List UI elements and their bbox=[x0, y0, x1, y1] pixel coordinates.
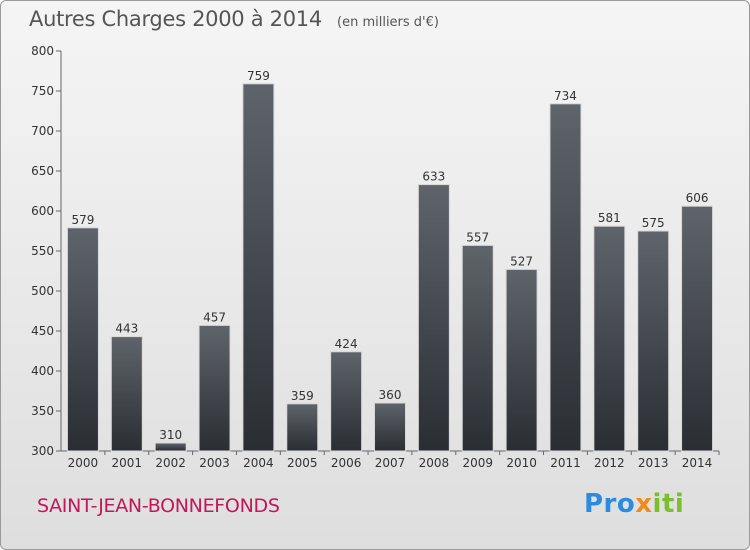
bar bbox=[374, 402, 406, 452]
bar-value-label: 579 bbox=[71, 213, 94, 227]
x-tick-label: 2014 bbox=[682, 456, 713, 470]
bar bbox=[110, 336, 143, 452]
x-tick-label: 2008 bbox=[419, 456, 450, 470]
x-tick-label: 2000 bbox=[68, 456, 99, 470]
x-tick-label: 2006 bbox=[331, 456, 362, 470]
bar bbox=[505, 268, 538, 452]
bar-value-label: 606 bbox=[686, 191, 709, 205]
x-tick-label: 2013 bbox=[638, 456, 669, 470]
proxiti-logo[interactable]: Proxiti bbox=[584, 489, 684, 519]
commune-name: SAINT-JEAN-BONNEFONDS bbox=[37, 495, 280, 517]
logo-part-2: x bbox=[635, 489, 653, 519]
bar bbox=[66, 227, 99, 452]
bar-value-label: 581 bbox=[598, 211, 621, 225]
chart-title: Autres Charges 2000 à 2014 bbox=[29, 7, 322, 31]
y-tick-label: 350 bbox=[31, 404, 54, 418]
bar-value-label: 527 bbox=[510, 254, 533, 268]
bar-value-label: 759 bbox=[247, 69, 270, 83]
x-tick-label: 2009 bbox=[462, 456, 493, 470]
x-tick-label: 2002 bbox=[155, 456, 186, 470]
bar-value-label: 734 bbox=[554, 89, 577, 103]
bar bbox=[681, 205, 714, 452]
y-tick-label: 700 bbox=[31, 124, 54, 138]
bar bbox=[549, 103, 582, 452]
x-tick-label: 2007 bbox=[375, 456, 406, 470]
bar bbox=[461, 244, 494, 452]
bar-value-label: 359 bbox=[291, 389, 314, 403]
y-tick-label: 750 bbox=[31, 84, 54, 98]
bar-value-label: 457 bbox=[203, 310, 226, 324]
bar bbox=[417, 184, 450, 452]
bar-value-label: 443 bbox=[115, 322, 138, 336]
bar-value-label: 557 bbox=[466, 230, 489, 244]
x-tick-label: 2003 bbox=[199, 456, 230, 470]
bar-value-label: 310 bbox=[159, 428, 182, 442]
bar-value-label: 575 bbox=[642, 216, 665, 230]
logo-part-3: iti bbox=[652, 489, 685, 519]
y-tick-label: 450 bbox=[31, 324, 54, 338]
x-tick-label: 2011 bbox=[550, 456, 581, 470]
y-tick-label: 500 bbox=[31, 284, 54, 298]
y-tick-label: 800 bbox=[31, 44, 54, 58]
bar bbox=[242, 83, 275, 452]
bar bbox=[154, 442, 187, 452]
y-tick-label: 300 bbox=[31, 444, 54, 458]
x-tick-label: 2001 bbox=[112, 456, 143, 470]
bar bbox=[330, 351, 363, 452]
bar bbox=[637, 230, 670, 452]
y-tick-label: 650 bbox=[31, 164, 54, 178]
x-tick-label: 2005 bbox=[287, 456, 318, 470]
y-tick-label: 600 bbox=[31, 204, 54, 218]
chart-subtitle: (en milliers d'€) bbox=[337, 15, 439, 30]
y-tick-label: 550 bbox=[31, 244, 54, 258]
bar-value-label: 360 bbox=[379, 388, 402, 402]
bar bbox=[198, 324, 231, 452]
bar bbox=[593, 225, 626, 452]
bar bbox=[286, 403, 319, 452]
title-row: Autres Charges 2000 à 2014 (en milliers … bbox=[29, 7, 439, 31]
y-tick-label: 400 bbox=[31, 364, 54, 378]
x-tick-label: 2012 bbox=[594, 456, 625, 470]
x-tick-label: 2004 bbox=[243, 456, 274, 470]
bar-value-label: 633 bbox=[422, 170, 445, 184]
x-tick-label: 2010 bbox=[506, 456, 537, 470]
logo-part-1: Pro bbox=[584, 489, 636, 519]
bar-value-label: 424 bbox=[335, 337, 358, 351]
